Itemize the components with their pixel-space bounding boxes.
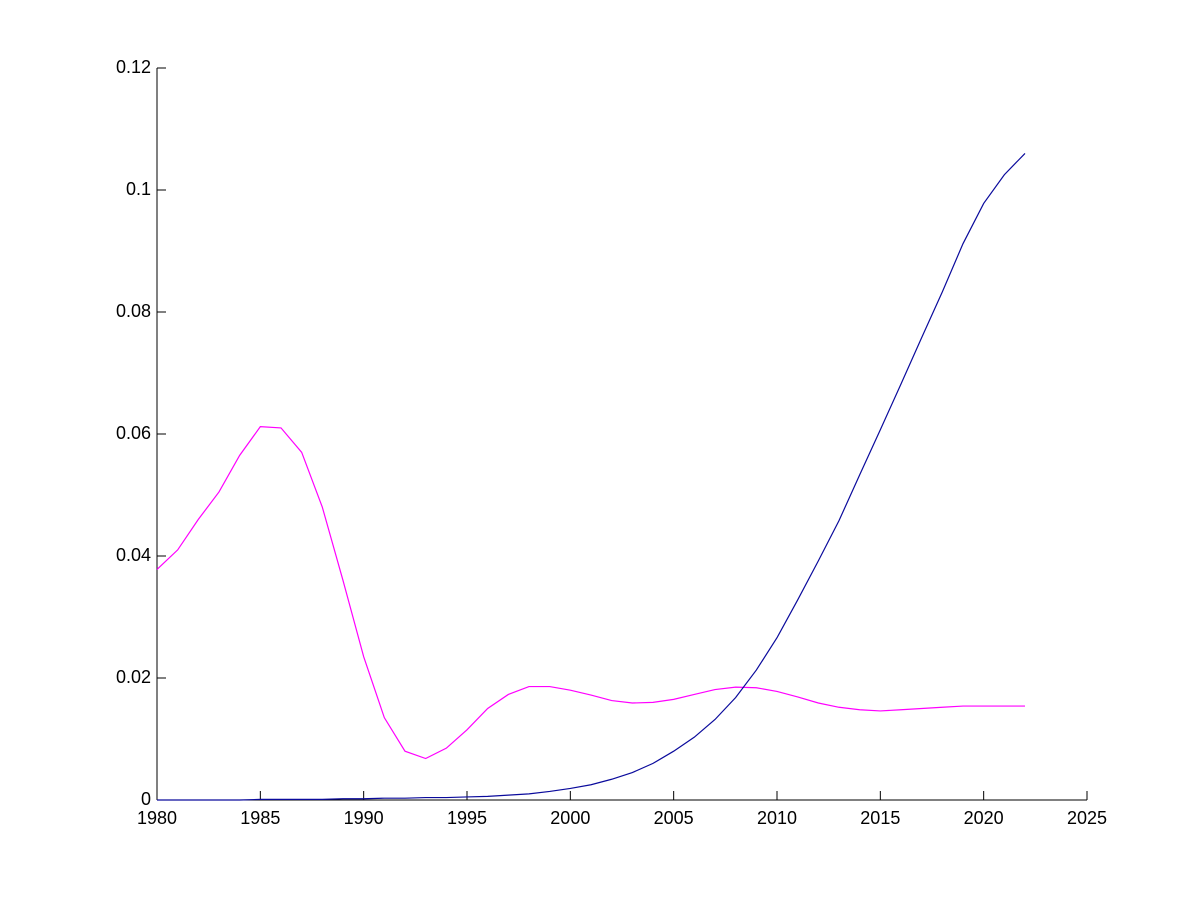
x-tick-label: 2020 bbox=[964, 808, 1004, 828]
x-tick-label: 2005 bbox=[654, 808, 694, 828]
x-tick-label: 1985 bbox=[240, 808, 280, 828]
x-tick-label: 2010 bbox=[757, 808, 797, 828]
x-tick-label: 1990 bbox=[344, 808, 384, 828]
y-tick-label: 0.12 bbox=[116, 57, 151, 77]
x-tick-label: 1995 bbox=[447, 808, 487, 828]
line-series bbox=[156, 426, 1025, 760]
y-tick-label: 0.1 bbox=[126, 179, 151, 199]
x-tick-label: 2025 bbox=[1067, 808, 1107, 828]
y-tick-label: 0.02 bbox=[116, 667, 151, 687]
y-tick-label: 0.04 bbox=[116, 545, 151, 565]
y-tick-label: 0.08 bbox=[116, 301, 151, 321]
y-tick-label: 0.06 bbox=[116, 423, 151, 443]
x-tick-label: 1980 bbox=[137, 808, 177, 828]
y-tick-label: 0 bbox=[141, 789, 151, 809]
line-series bbox=[157, 152, 1026, 801]
x-tick-label: 2000 bbox=[550, 808, 590, 828]
x-tick-label: 2015 bbox=[860, 808, 900, 828]
